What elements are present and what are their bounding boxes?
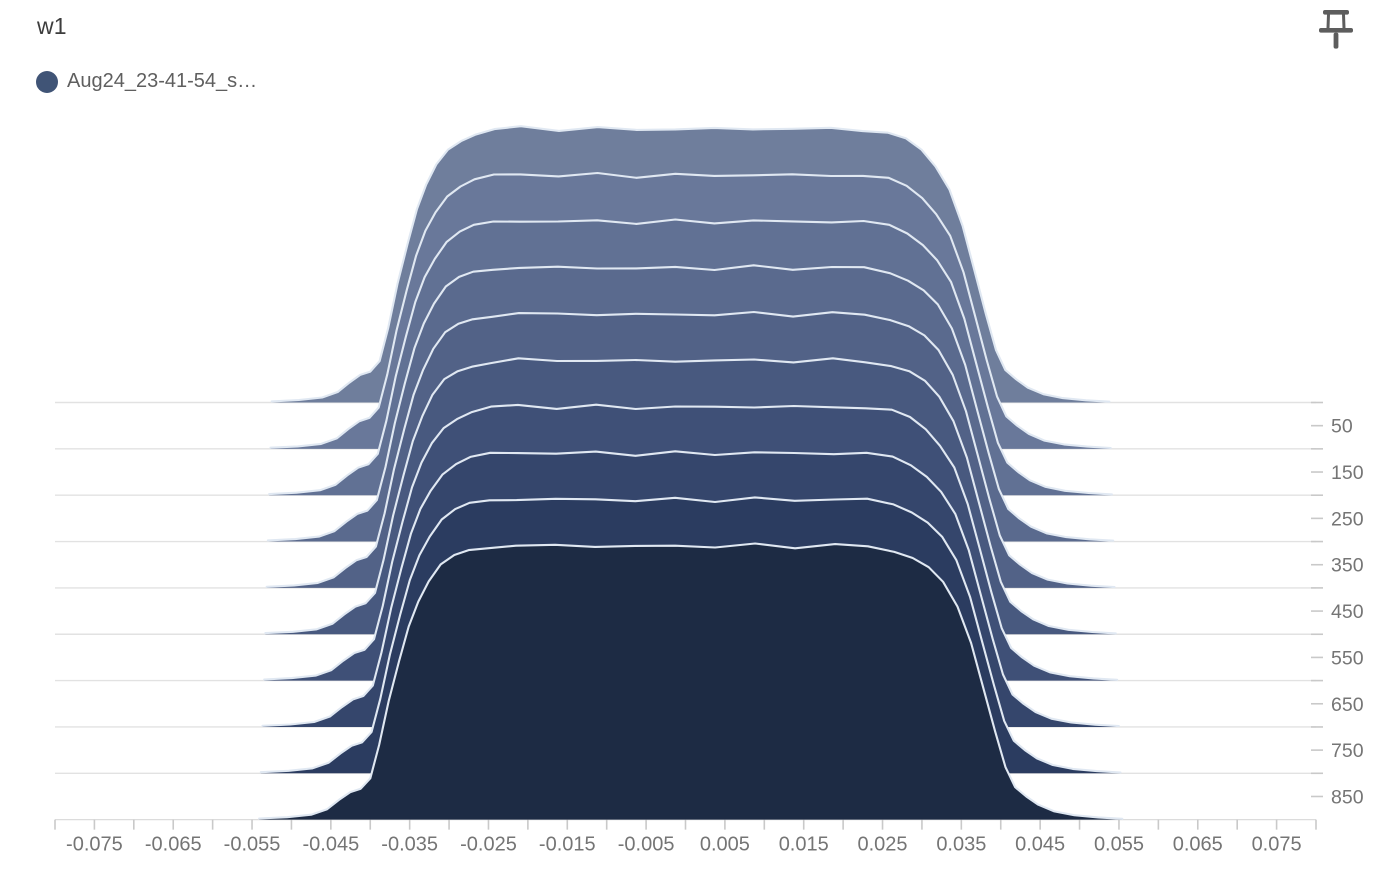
histogram-ridge-outline xyxy=(270,125,1111,403)
histogram-ridge-outline xyxy=(269,171,1112,450)
x-axis-label: 0.055 xyxy=(1094,834,1144,856)
step-axis-label: 650 xyxy=(1331,694,1364,716)
x-axis-label: 0.025 xyxy=(858,834,908,856)
step-axis-label: 850 xyxy=(1331,786,1364,808)
step-axis-label: 350 xyxy=(1331,555,1364,577)
pin-card-button[interactable] xyxy=(1314,2,1358,50)
x-axis-label: -0.065 xyxy=(145,834,202,856)
step-axis-label: 250 xyxy=(1331,508,1364,530)
histogram-ridge-outline xyxy=(268,218,1113,496)
card-title: w1 xyxy=(37,13,67,39)
histogram-ridge-outline xyxy=(264,357,1117,635)
legend: Aug24_23-41-54_s… xyxy=(36,70,257,93)
x-axis-label: 0.065 xyxy=(1173,834,1223,856)
x-axis-label: 0.005 xyxy=(700,834,750,856)
x-axis-label: -0.015 xyxy=(539,834,596,856)
run-color-dot xyxy=(36,70,58,93)
histogram-ridge-outline xyxy=(263,403,1119,681)
histogram-ridge-outline xyxy=(266,264,1115,542)
step-axis-label: 50 xyxy=(1331,416,1353,438)
push-pin-icon xyxy=(1319,10,1353,49)
x-axis-label: -0.005 xyxy=(618,834,675,856)
x-axis-label: -0.075 xyxy=(66,834,123,856)
run-name-label: Aug24_23-41-54_s… xyxy=(67,70,258,92)
histogram-ridge-outline xyxy=(258,542,1124,820)
x-axis-label: -0.025 xyxy=(460,834,517,856)
step-axis-label: 450 xyxy=(1331,601,1364,623)
histogram-ridge-outline xyxy=(261,450,1120,728)
x-axis-label: 0.035 xyxy=(936,834,986,856)
x-axis-label: 0.015 xyxy=(779,834,829,856)
x-axis-label: 0.045 xyxy=(1015,834,1065,856)
histogram-ridge-outline xyxy=(265,310,1116,589)
step-axis-label: 550 xyxy=(1331,647,1364,669)
x-axis-label: 0.075 xyxy=(1252,834,1302,856)
step-axis-label: 150 xyxy=(1331,462,1364,484)
step-axis-label: 750 xyxy=(1331,740,1364,762)
x-axis-label: -0.045 xyxy=(302,834,359,856)
x-axis-label: -0.055 xyxy=(224,834,281,856)
histogram-ridge-step-900[interactable] xyxy=(259,543,1123,820)
histogram-ridge-outline xyxy=(259,496,1122,774)
x-axis-label: -0.035 xyxy=(381,834,438,856)
